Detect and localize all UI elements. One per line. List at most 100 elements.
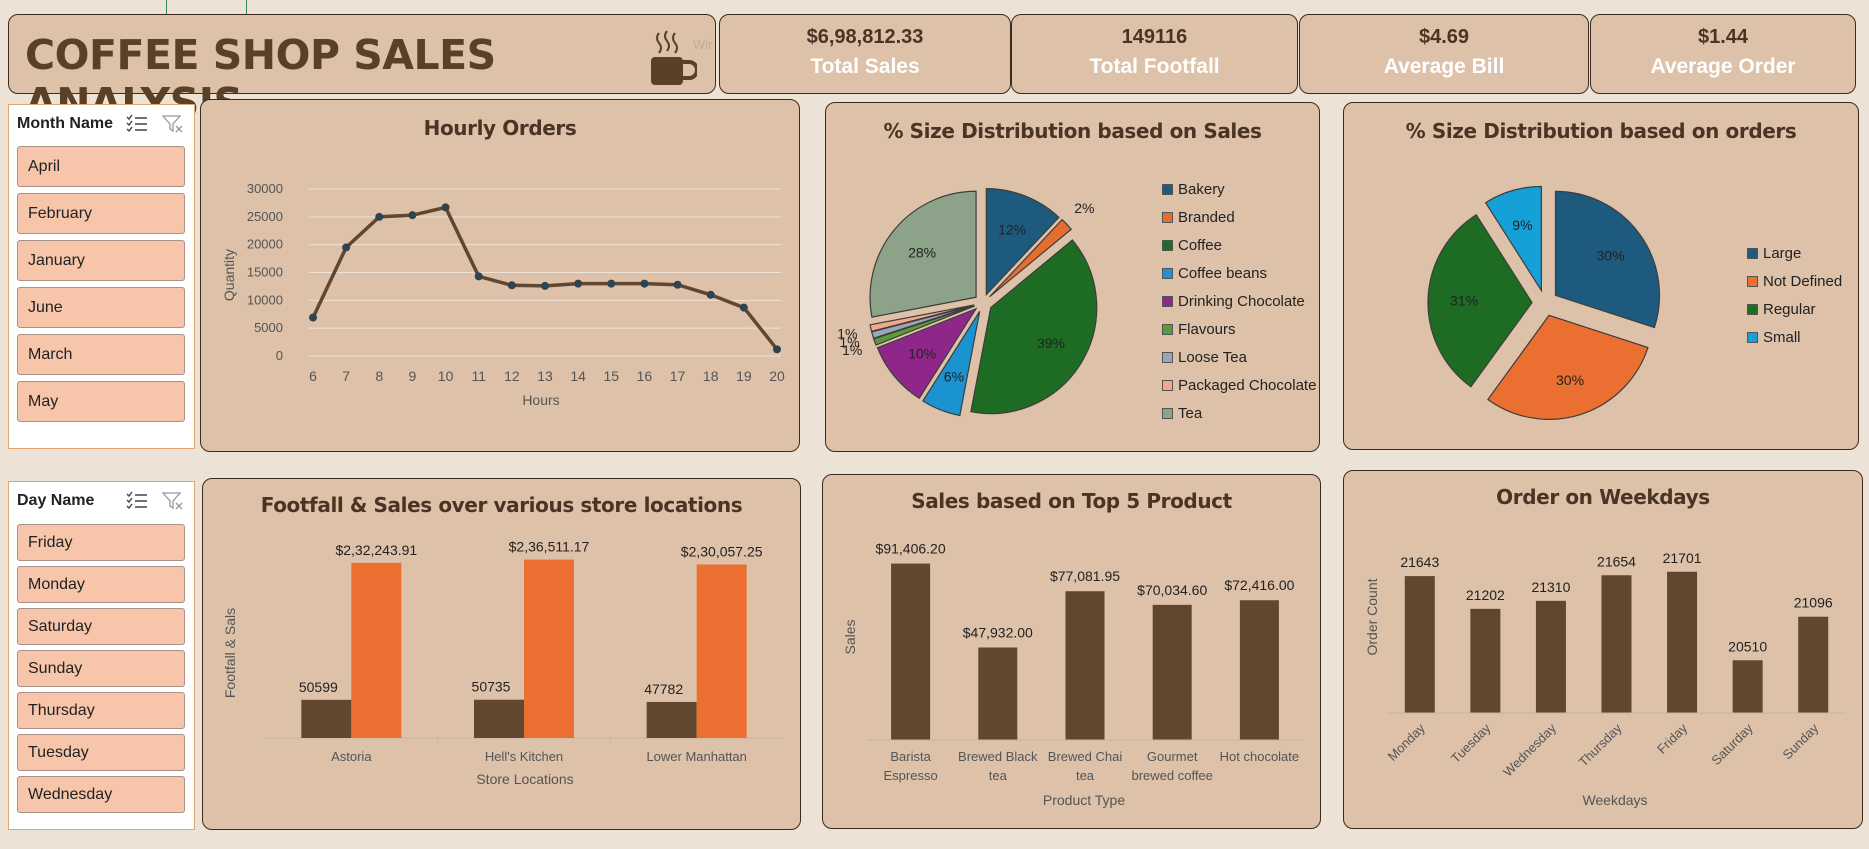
legend-swatch [1747,247,1758,259]
legend-label: Large [1763,244,1802,262]
y-axis-label: Order Count [1364,578,1380,655]
legend-label: Tea [1178,404,1203,422]
legend-swatch [1162,267,1173,279]
kpi-label: Total Footfall [1089,55,1220,78]
bar [696,564,747,738]
multi-select-icon[interactable] [126,491,148,509]
day-slicer: Day Name Friday Monday Saturday Sunday Thurs… [8,481,195,830]
legend-swatch [1162,211,1173,223]
legend-item: Branded [1162,203,1316,231]
legend-label: Drinking Chocolate [1178,292,1305,310]
legend-item: Large [1747,239,1842,267]
pie-slice [1554,190,1661,329]
chart-title: % Size Distribution based on orders [1405,119,1797,143]
data-label: 39% [1037,335,1065,351]
slicer-item[interactable]: Monday [17,566,185,603]
slicer-item[interactable]: Wednesday [17,776,185,813]
data-point [408,211,417,220]
legend-swatch [1162,295,1173,307]
slicer-item[interactable]: Friday [17,524,185,561]
pie-slice [1484,185,1542,293]
chart-title: Order on Weekdays [1496,485,1710,509]
data-label: 1% [842,342,862,358]
locations-bar-chart: 50599 $2,32,243.91 Astoria 50735 $2,36,511.1… [222,539,783,787]
bar [1152,604,1192,740]
data-label: 12% [998,222,1026,238]
bar [1404,576,1435,713]
slicer-item[interactable]: June [17,287,185,328]
legend-swatch [1162,407,1173,419]
x-tick-label: 17 [670,368,686,384]
legend-label: Regular [1763,300,1816,318]
legend-label: Coffee beans [1178,264,1267,282]
hourly-orders-card: Hourly Orders 0 5000 10000 15000 20000 25000 3… [200,99,800,452]
slicer-item[interactable]: January [17,240,185,281]
x-tick-label: 14 [570,368,586,384]
bar [646,701,697,738]
weekdays-card: Order on Weekdays 21643 Monday 21202 Tuesda… [1343,470,1863,829]
data-point [706,290,715,299]
y-tick-label: 0 [276,348,283,363]
slicer-item[interactable]: May [17,381,185,422]
y-tick-label: 10000 [247,292,283,307]
slicer-item[interactable]: Saturday [17,608,185,645]
clear-filter-icon[interactable] [162,491,184,511]
kpi-average-order: $1.44 Average Order [1590,14,1856,94]
x-tick-label: Monday [1385,720,1429,764]
pie-slice [985,188,1060,297]
data-point [574,279,583,288]
clear-filter-icon[interactable] [162,114,184,134]
legend-item: Not Defined [1747,267,1842,295]
bar [1732,660,1763,713]
legend-item: Coffee [1162,231,1316,259]
data-point [541,281,549,290]
legend-label: Loose Tea [1178,348,1247,366]
data-label: 30% [1556,372,1584,388]
slicer-item[interactable]: Thursday [17,692,185,729]
pie-slice [989,218,1073,298]
x-tick-label: Friday [1654,720,1690,756]
bar [1667,571,1698,713]
x-tick-label: 18 [703,368,719,384]
legend-swatch [1747,275,1758,287]
pie-slice [869,190,977,318]
y-axis-label: Quantity [221,249,237,301]
pie-slice [922,311,981,417]
title-card: COFFEE SHOP SALES ANALYSIS Window Snip [8,14,716,127]
data-label: 6% [944,368,964,384]
bar [1239,600,1279,740]
data-label: 21310 [1531,579,1570,595]
slicer-item[interactable]: February [17,193,185,234]
y-tick-label: 15000 [247,265,283,280]
multi-select-icon[interactable] [126,114,148,132]
data-label: 30% [1597,247,1625,263]
x-tick-label: Astoria [331,749,372,764]
legend-swatch [1162,351,1173,363]
slicer-item[interactable]: April [17,146,185,187]
bar [1601,575,1632,713]
x-axis-label: Store Locations [476,771,573,787]
data-point [773,345,781,354]
data-label: 9% [1512,217,1532,233]
slicer-item[interactable]: March [17,334,185,375]
x-tick-label: Saturday [1708,720,1756,768]
window-snip-watermark: Window Snip [693,37,713,52]
legend-swatch [1162,379,1173,391]
data-point [607,279,616,288]
data-label: $77,081.95 [1050,568,1120,584]
kpi-value: $1.44 [1697,26,1749,48]
chart-title: Footfall & Sales over various store loca… [260,493,743,517]
slicer-item[interactable]: Tuesday [17,734,185,771]
kpi-value: $4.69 [1418,26,1470,48]
x-tick-label: tea [1076,768,1095,783]
data-label: $2,32,243.91 [335,542,417,558]
slicer-item[interactable]: Sunday [17,650,185,687]
x-tick-label: 10 [438,368,454,384]
data-label: $72,416.00 [1224,577,1294,593]
data-label: 21654 [1597,553,1636,569]
legend-item: Bakery [1162,175,1316,203]
data-point [507,281,516,290]
legend-label: Bakery [1178,180,1225,198]
kpi-total-sales: $6,98,812.33 Total Sales [719,14,1011,94]
x-tick-label: brewed coffee [1131,768,1212,783]
